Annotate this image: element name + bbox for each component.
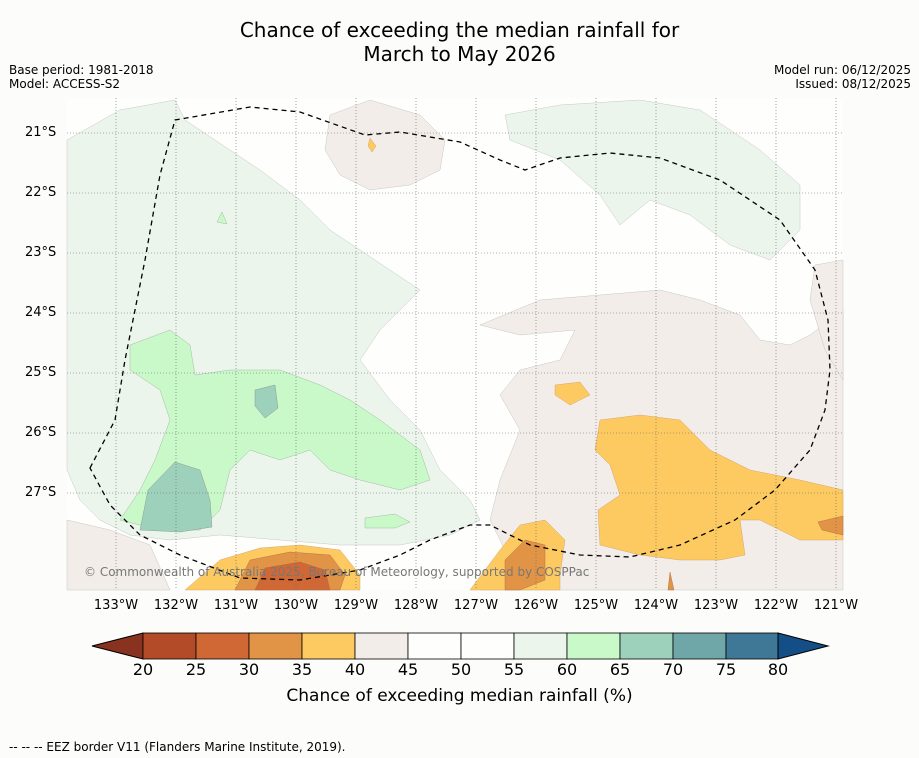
colorbar-bin-2	[195, 632, 250, 660]
region-30-35-east	[817, 515, 844, 536]
colorbar-tick-50: 50	[450, 660, 472, 679]
region-40-45-east	[809, 259, 844, 381]
region-60-65-small	[364, 513, 411, 529]
lon-label-123w: 123°W	[693, 598, 739, 613]
lat-label-22s: 22°S	[25, 185, 57, 200]
lat-label-26s: 26°S	[25, 425, 57, 440]
copyright-notice: © Commonwealth of Australia 2025, Bureau…	[84, 565, 590, 579]
lat-label-24s: 24°S	[25, 305, 57, 320]
region-65-70-central	[254, 384, 279, 419]
lon-label-132w: 132°W	[153, 598, 199, 613]
region-35-40-southeast	[594, 414, 844, 561]
base-period: Base period: 1981-2018	[9, 63, 154, 77]
lat-label-23s: 23°S	[25, 245, 57, 260]
issued-date: Issued: 08/12/2025	[795, 77, 911, 91]
colorbar-bin-1	[142, 632, 197, 660]
lon-label-127w: 127°W	[453, 598, 499, 613]
colorbar-tick-60: 60	[556, 660, 578, 679]
lon-label-126w: 126°W	[513, 598, 559, 613]
colorbar-bin-11	[672, 632, 727, 660]
colorbar-bin-5	[354, 632, 409, 660]
colorbar-tick-45: 45	[397, 660, 419, 679]
colorbar	[91, 632, 830, 660]
lat-label-27s: 27°S	[25, 485, 57, 500]
title-line-2: March to May 2026	[363, 42, 556, 66]
colorbar-tick-70: 70	[662, 660, 684, 679]
map-title: Chance of exceeding the median rainfall …	[0, 18, 919, 66]
lon-label-121w: 121°W	[813, 598, 859, 613]
region-30-35-center	[504, 539, 546, 591]
region-35-40-north	[367, 137, 377, 153]
lon-label-124w: 124°W	[633, 598, 679, 613]
colorbar-tick-35: 35	[291, 660, 313, 679]
colorbar-bin-8	[513, 632, 568, 660]
region-35-40-small-east	[554, 381, 591, 406]
lat-label-25s: 25°S	[25, 365, 57, 380]
lon-label-129w: 129°W	[333, 598, 379, 613]
lon-label-128w: 128°W	[393, 598, 439, 613]
eez-border	[89, 106, 831, 581]
colorbar-label: Chance of exceeding median rainfall (%)	[286, 686, 633, 706]
colorbar-tick-30: 30	[238, 660, 260, 679]
model-run: Model run: 06/12/2025	[773, 63, 911, 77]
meta-right: Model run: 06/12/2025 Issued: 08/12/2025	[774, 63, 911, 91]
lon-label-125w: 125°W	[573, 598, 619, 613]
region-40-45-north	[324, 99, 446, 191]
lon-label-131w: 131°W	[213, 598, 259, 613]
colorbar-bin-3	[248, 632, 303, 660]
colorbar-bin-4	[301, 632, 356, 660]
meta-left: Base period: 1981-2018 Model: ACCESS-S2	[9, 63, 154, 91]
region-40-45-southwest	[66, 519, 171, 591]
colorbar-high-arrow	[777, 632, 830, 660]
region-30-35-southeast	[667, 571, 675, 591]
colorbar-tick-55: 55	[503, 660, 525, 679]
title-line-1: Chance of exceeding the median rainfall …	[239, 18, 680, 42]
graticule	[67, 98, 843, 590]
colorbar-bin-9	[566, 632, 621, 660]
colorbar-tick-20: 20	[132, 660, 154, 679]
lon-label-130w: 130°W	[273, 598, 319, 613]
colorbar-tick-40: 40	[344, 660, 366, 679]
colorbar-tick-25: 25	[185, 660, 207, 679]
colorbar-tick-80: 80	[767, 660, 789, 679]
colorbar-bin-10	[619, 632, 674, 660]
colorbar-bin-7	[460, 632, 515, 660]
colorbar-bin-12	[725, 632, 779, 660]
model-name: Model: ACCESS-S2	[9, 77, 121, 91]
region-55-60-northeast	[504, 99, 801, 261]
colorbar-tick-65: 65	[609, 660, 631, 679]
lon-label-122w: 122°W	[753, 598, 799, 613]
rainfall-regions	[66, 99, 844, 591]
region-25-30-west	[254, 561, 331, 591]
region-60-65-north	[216, 211, 228, 225]
lon-label-133w: 133°W	[93, 598, 139, 613]
colorbar-tick-75: 75	[715, 660, 737, 679]
colorbar-low-arrow	[91, 632, 144, 660]
colorbar-bin-6	[407, 632, 462, 660]
lat-label-21s: 21°S	[25, 125, 57, 140]
eez-legend-footer: -- -- -- EEZ border V11 (Flanders Marine…	[9, 740, 346, 754]
